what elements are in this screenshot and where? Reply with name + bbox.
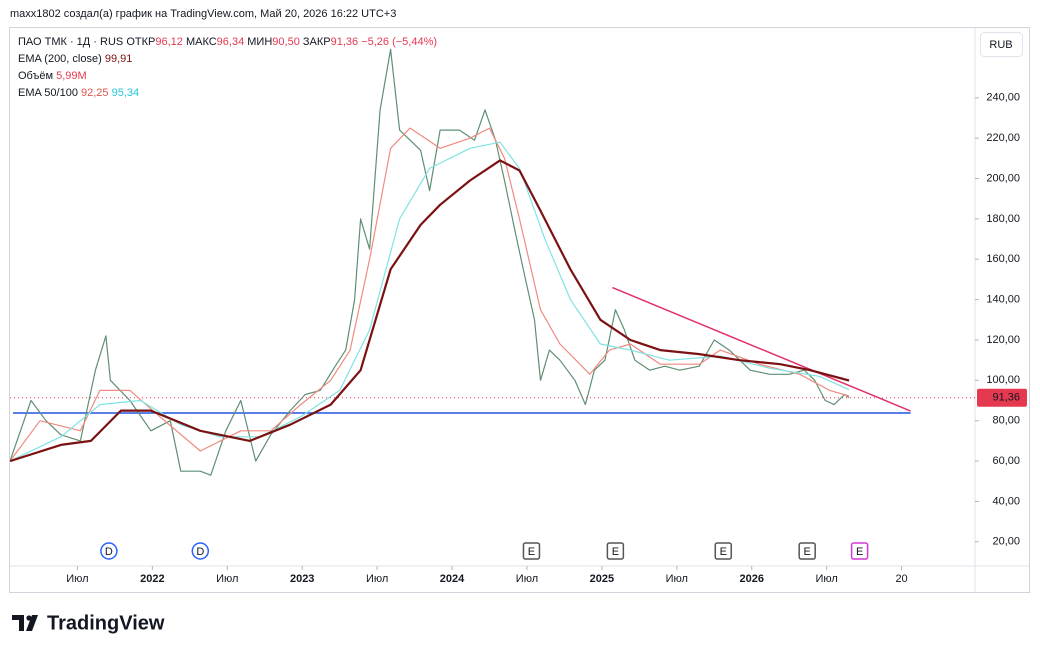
event-label: D: [196, 546, 204, 558]
event-marker: [714, 542, 733, 560]
change: −5,26 (−5,44%): [361, 36, 437, 48]
event-label: E: [856, 546, 863, 558]
y-tick-label: 160,00: [986, 253, 1020, 265]
x-tick-label: Июл: [216, 573, 238, 585]
y-tick-label: 220,00: [986, 132, 1020, 144]
x-tick-label: Июл: [516, 573, 538, 585]
indicator-value: 99,91: [105, 53, 133, 65]
legend-volume: Объём 5,99M: [18, 70, 87, 82]
currency-button[interactable]: [980, 32, 1023, 57]
ohlc-label: МИН: [247, 36, 272, 48]
frame: [9, 27, 1030, 593]
ohlc-value: 96,34: [217, 36, 245, 48]
y-tick-label: 120,00: [986, 334, 1020, 346]
x-tick-label: Июл: [66, 573, 88, 585]
event-label: E: [528, 546, 535, 558]
plot: [10, 48, 975, 476]
x-tick-label: 2026: [739, 573, 763, 585]
x-tick-label: 2022: [140, 573, 164, 585]
event-label: D: [105, 546, 113, 558]
y-tick-label: 40,00: [992, 495, 1020, 507]
x-tick-label: 2024: [440, 573, 465, 585]
event-marker: [850, 542, 869, 560]
logo: TradingView: [12, 612, 165, 634]
indicator-name: Объём: [18, 70, 53, 82]
symbol: ПАО ТМК · 1Д · RUS: [18, 36, 123, 48]
y-tick-label: 240,00: [986, 92, 1020, 104]
series-line: [10, 127, 850, 462]
legend-ema50-100: EMA 50/100 92,25 95,34: [18, 87, 139, 99]
logo-dot: [26, 615, 32, 621]
ohlc-label: МАКС: [186, 36, 217, 48]
header: maxx1802 создал(а) график на TradingView…: [10, 8, 396, 20]
indicator-value: 92,25: [81, 87, 109, 99]
x-tick-label: 2023: [290, 573, 314, 585]
ohlc-value: 91,36: [331, 36, 359, 48]
logo-icon: [12, 615, 38, 631]
x-tick-label: Июл: [815, 573, 837, 585]
ohlc-value: 90,50: [272, 36, 300, 48]
indicator-value: 5,99M: [56, 70, 87, 82]
last-price-label: 91,36: [992, 392, 1020, 404]
x-tick-label: Июл: [366, 573, 388, 585]
footer: TradingView: [47, 612, 165, 634]
series-line: [10, 159, 850, 463]
event-label: E: [804, 546, 811, 558]
ohlc-label: ОТКР: [126, 36, 155, 48]
trendline: [612, 286, 911, 412]
indicator-name: EMA 50/100: [18, 87, 78, 99]
currency[interactable]: RUB: [989, 39, 1012, 51]
event-marker: [191, 542, 210, 560]
y-tick-label: 180,00: [986, 213, 1020, 225]
event-label: E: [720, 546, 727, 558]
event-marker: [522, 542, 541, 560]
y-tick-label: 80,00: [992, 415, 1020, 427]
last-price-tag: [977, 388, 1027, 407]
y-tick-label: 200,00: [986, 172, 1020, 184]
indicator-name: EMA (200, close): [18, 53, 102, 65]
event-label: E: [612, 546, 619, 558]
ohlc-label: ЗАКР: [303, 36, 331, 48]
x-tick-label: 20: [895, 573, 907, 585]
y-tick-label: 60,00: [992, 455, 1020, 467]
x-tick-label: 2025: [590, 573, 614, 585]
legend-main: ПАО ТМК · 1Д · RUS ОТКР96,12 МАКС96,34 М…: [18, 36, 437, 48]
x-tick-label: Июл: [666, 573, 688, 585]
y-tick-label: 140,00: [986, 294, 1020, 306]
legend-ema200: EMA (200, close) 99,91: [18, 53, 132, 65]
y-tick-label: 20,00: [992, 536, 1020, 548]
ohlc-value: 96,12: [155, 36, 183, 48]
event-marker: [100, 542, 118, 560]
event-marker: [798, 542, 816, 560]
indicator-value: 95,34: [112, 87, 140, 99]
event-marker: [606, 542, 625, 560]
y-tick-label: 100,00: [986, 374, 1020, 386]
